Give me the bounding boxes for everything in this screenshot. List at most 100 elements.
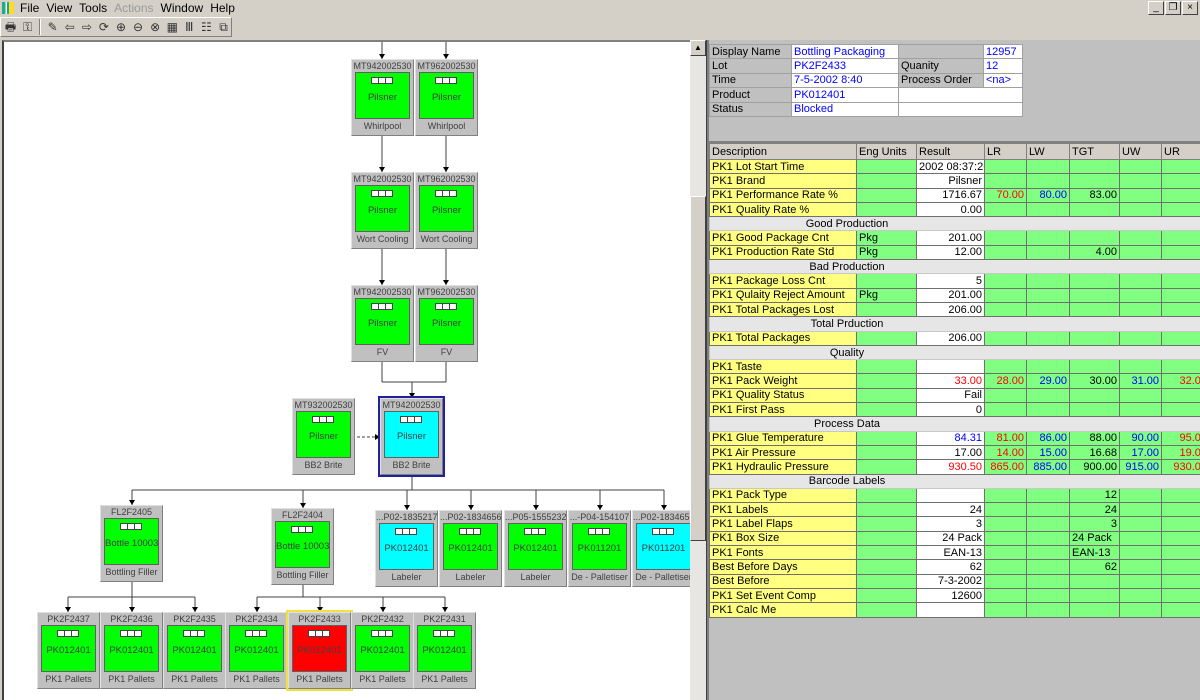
result-cell[interactable]: 2002 08:37:26 (916, 158, 985, 175)
diagram-node[interactable]: PK2F2431 PK012401 PK1 Pallets (413, 612, 476, 689)
forward-arrow-icon[interactable]: ⇨ (81, 20, 92, 34)
fit-icon[interactable]: ▦ (166, 20, 178, 34)
variable-description[interactable]: PK1 Quality Rate % (709, 201, 857, 218)
diagram-node[interactable]: FL2F2404 Bottle 10003 Bottling Filler (271, 508, 334, 585)
result-cell[interactable]: 84.31 (916, 430, 985, 446)
diagram-node[interactable]: MT962002530 Pilsner Whirlpool (415, 59, 478, 136)
result-cell[interactable]: 201.00 (916, 287, 985, 303)
table-row[interactable]: PK1 Calc Me (709, 602, 1200, 618)
variable-description[interactable]: PK1 Quality Status (709, 387, 857, 404)
table-row[interactable]: PK1 Qulaity Reject Amount Pkg 201.00 (709, 287, 1200, 303)
menu-view[interactable]: View (46, 1, 73, 15)
variable-description[interactable]: PK1 Taste (709, 359, 857, 375)
diagram-node[interactable]: MT942002530 Pilsner BB2 Brite (378, 396, 445, 477)
diagram-node[interactable]: ...P02-1835217 PK012401 Labeler (375, 510, 438, 587)
zoom-reset-icon[interactable]: ⊗ (150, 20, 161, 34)
zoom-in-icon[interactable]: ⊕ (115, 20, 127, 34)
variable-description[interactable]: PK1 Qulaity Reject Amount (709, 287, 857, 303)
result-cell[interactable]: 206.00 (916, 301, 985, 318)
properties-icon[interactable]: ⚿ (23, 20, 33, 34)
menu-window[interactable]: Window (160, 1, 204, 15)
column-header-tgt[interactable]: TGT (1069, 143, 1120, 160)
column-header-eng-units[interactable]: Eng Units (856, 143, 917, 160)
diagram-node[interactable]: MT962002530 Pilsner FV (415, 285, 478, 362)
variable-description[interactable]: PK1 Total Packages (709, 330, 857, 346)
column-header-description[interactable]: Description (709, 143, 857, 160)
variable-description[interactable]: PK1 Calc Me (709, 602, 857, 618)
variable-description[interactable]: PK1 Total Packages Lost (709, 301, 857, 318)
table-row[interactable]: Best Before 7-3-2002 (709, 573, 1200, 589)
variable-description[interactable]: PK1 First Pass (709, 402, 857, 418)
table-row[interactable]: PK1 Pack Type 12 (709, 487, 1200, 504)
diagram-node[interactable]: PK2F2434 PK012401 PK1 Pallets (225, 612, 288, 689)
result-cell[interactable] (916, 602, 985, 618)
table-row[interactable]: PK1 Lot Start Time 2002 08:37:26 (709, 158, 1200, 175)
result-cell[interactable]: 17.00 (916, 444, 985, 461)
diagram-node[interactable]: PK2F2437 PK012401 PK1 Pallets (37, 612, 100, 689)
table-row[interactable]: PK1 Total Packages 206.00 (709, 330, 1200, 346)
diagram-node[interactable]: PK2F2436 PK012401 PK1 Pallets (100, 612, 163, 689)
table-row[interactable]: PK1 Good Package Cnt Pkg 201.00 (709, 230, 1200, 246)
result-cell[interactable]: 3 (916, 516, 985, 532)
variable-description[interactable]: PK1 Labels (709, 502, 857, 518)
variable-description[interactable]: PK1 Package Loss Cnt (709, 273, 857, 289)
table-row[interactable]: Best Before Days 62 62 (709, 559, 1200, 575)
restore-button[interactable]: ❐ (1165, 1, 1181, 15)
table-row[interactable]: PK1 Set Event Comp 12600 (709, 587, 1200, 604)
zoom-out-icon[interactable]: ⊖ (133, 20, 144, 34)
variable-description[interactable]: PK1 Lot Start Time (709, 158, 857, 175)
table-row[interactable]: PK1 Hydraulic Pressure 930.50 865.00 885.0… (709, 459, 1200, 475)
table-row[interactable]: PK1 Labels 24 24 (709, 502, 1200, 518)
diagram-node[interactable]: PK2F2435 PK012401 PK1 Pallets (163, 612, 226, 689)
result-cell[interactable]: 930.50 (916, 459, 985, 475)
minimize-button[interactable]: _ (1148, 1, 1164, 15)
result-cell[interactable]: 201.00 (916, 230, 985, 246)
diagram-node[interactable]: FL2F2405 Bottle 10003 Bottling Filler (100, 505, 163, 582)
result-cell[interactable]: Pilsner (916, 173, 985, 189)
table-row[interactable]: PK1 Air Pressure 17.00 14.00 15.00 16.68 17.… (709, 444, 1200, 461)
column-header-lw[interactable]: LW (1026, 143, 1070, 160)
table-row[interactable]: PK1 Total Packages Lost 206.00 (709, 301, 1200, 318)
diagram-node[interactable]: MT942002530 Pilsner Whirlpool (351, 59, 414, 136)
table-row[interactable]: PK1 Package Loss Cnt 5 (709, 273, 1200, 289)
table-row[interactable]: PK1 Box Size 24 Pack 24 Pack (709, 530, 1200, 547)
diagram-node[interactable]: MT942002530 Pilsner FV (351, 285, 414, 362)
variable-description[interactable]: PK1 Production Rate Std (709, 244, 857, 261)
result-cell[interactable]: 1716.67 (916, 187, 985, 203)
grid-icon[interactable]: ☷ (201, 20, 212, 34)
result-cell[interactable]: 7-3-2002 (916, 573, 985, 589)
genealogy-icon[interactable]: ⧉ (219, 20, 228, 34)
columns-icon[interactable]: Ⅲ (185, 20, 194, 34)
table-row[interactable]: PK1 Fonts EAN-13 EAN-13 (709, 545, 1200, 561)
variable-description[interactable]: Best Before (709, 573, 857, 589)
pane-splitter[interactable] (706, 40, 709, 700)
result-cell[interactable] (916, 359, 985, 375)
result-cell[interactable]: 12600 (916, 587, 985, 604)
diagram-node[interactable]: ...P05-1555232 PK012401 Labeler (504, 510, 567, 587)
close-button[interactable]: × (1182, 1, 1198, 15)
result-cell[interactable]: 0 (916, 402, 985, 418)
table-row[interactable]: PK1 Pack Weight 33.00 28.00 29.00 30.00 31.0… (709, 373, 1200, 389)
variable-description[interactable]: Best Before Days (709, 559, 857, 575)
variable-description[interactable]: PK1 Pack Weight (709, 373, 857, 389)
variable-description[interactable]: PK1 Hydraulic Pressure (709, 459, 857, 475)
column-header-lr[interactable]: LR (984, 143, 1027, 160)
diagram-node[interactable]: PK2F2432 PK012401 PK1 Pallets (351, 612, 414, 689)
variable-description[interactable]: PK1 Performance Rate % (709, 187, 857, 203)
table-row[interactable]: PK1 First Pass 0 (709, 402, 1200, 418)
diagram-node[interactable]: ...P02-1834656 PK012401 Labeler (439, 510, 502, 587)
variable-description[interactable]: PK1 Fonts (709, 545, 857, 561)
variable-description[interactable]: PK1 Box Size (709, 530, 857, 547)
menu-tools[interactable]: Tools (79, 1, 108, 15)
menu-file[interactable]: File (20, 1, 40, 15)
result-cell[interactable] (916, 487, 985, 504)
diagram-node[interactable]: MT932002530 Pilsner BB2 Brite (292, 398, 355, 475)
column-header-uw[interactable]: UW (1119, 143, 1162, 160)
variable-description[interactable]: PK1 Label Flaps (709, 516, 857, 532)
diagram-node[interactable]: ...-P04-154107 PK011201 De - Palletiser (568, 510, 631, 587)
result-cell[interactable]: 5 (916, 273, 985, 289)
variable-description[interactable]: PK1 Good Package Cnt (709, 230, 857, 246)
column-header-ur[interactable]: UR (1161, 143, 1200, 160)
result-cell[interactable]: 33.00 (916, 373, 985, 389)
result-cell[interactable]: EAN-13 (916, 545, 985, 561)
